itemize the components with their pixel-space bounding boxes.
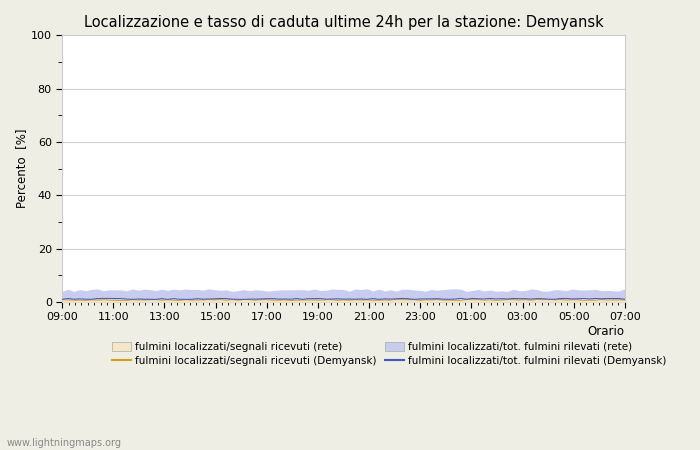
Legend: fulmini localizzati/segnali ricevuti (rete), fulmini localizzati/segnali ricevut: fulmini localizzati/segnali ricevuti (re…	[113, 342, 666, 366]
Text: Orario: Orario	[588, 325, 625, 338]
Title: Localizzazione e tasso di caduta ultime 24h per la stazione: Demyansk: Localizzazione e tasso di caduta ultime …	[83, 15, 603, 30]
Text: www.lightningmaps.org: www.lightningmaps.org	[7, 438, 122, 448]
Y-axis label: Percento  [%]: Percento [%]	[15, 129, 28, 208]
